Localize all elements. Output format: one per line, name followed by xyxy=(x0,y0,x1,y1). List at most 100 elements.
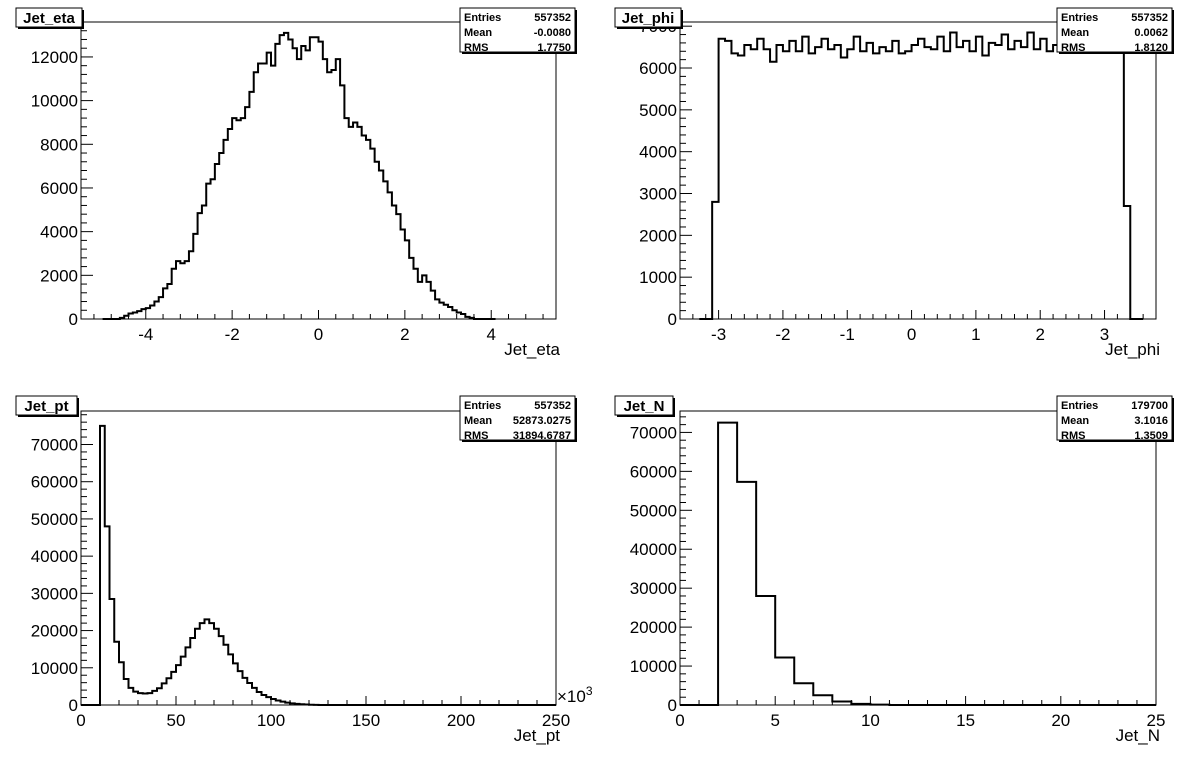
y-tick-label: 0 xyxy=(69,310,78,329)
stats-entries-label: Entries xyxy=(1061,400,1098,412)
histogram-pad-jet_n: 0 5 10 15 20 25 0 10000 20000 30000 40000 50000 6000… xyxy=(614,395,1174,745)
y-tick-label: 30000 xyxy=(630,579,677,598)
y-tick-label: 60000 xyxy=(31,473,78,492)
x-tick-label: 5 xyxy=(770,711,779,730)
y-tick-label: 60000 xyxy=(630,462,677,481)
histogram-title: Jet_pt xyxy=(24,398,68,415)
x-tick-label: 20 xyxy=(1051,711,1070,730)
stats-rms-label: RMS xyxy=(464,430,488,442)
stats-mean-value: 52873.0275 xyxy=(513,415,571,427)
stats-rms-label: RMS xyxy=(1061,430,1085,442)
stats-mean-label: Mean xyxy=(464,415,492,427)
x-tick-label: 50 xyxy=(167,711,186,730)
x-tick-label: 150 xyxy=(352,711,380,730)
y-tick-label: 2000 xyxy=(639,226,677,245)
plot-frame xyxy=(679,410,1157,706)
y-tick-label: 20000 xyxy=(31,622,78,641)
multiplier-exponent: 3 xyxy=(586,684,593,698)
x-tick-label: -2 xyxy=(775,325,790,344)
stats-rms-label: RMS xyxy=(464,42,488,54)
x-axis-label: Jet_N xyxy=(1116,726,1160,745)
y-tick-label: 6000 xyxy=(40,179,78,198)
x-axis-label: Jet_phi xyxy=(1105,340,1160,359)
stats-box xyxy=(459,395,576,441)
histogram-line xyxy=(81,424,556,706)
stats-mean-label: Mean xyxy=(1061,27,1089,39)
stats-mean-label: Mean xyxy=(464,27,492,39)
y-tick-label: 4000 xyxy=(40,223,78,242)
y-tick-label: 10000 xyxy=(630,657,677,676)
x-tick-label: 0 xyxy=(907,325,916,344)
stats-entries-value: 557352 xyxy=(534,400,571,412)
stats-entries-value: 557352 xyxy=(1131,12,1168,24)
title-box xyxy=(614,395,674,416)
y-tick-label: 2000 xyxy=(40,266,78,285)
y-tick-label: 70000 xyxy=(31,435,78,454)
x-axis-label: Jet_pt xyxy=(514,726,561,745)
y-tick-label: 0 xyxy=(69,696,78,715)
histogram-title: Jet_eta xyxy=(23,10,75,27)
x-tick-label: 1 xyxy=(971,325,980,344)
x-tick-label: 15 xyxy=(956,711,975,730)
stats-mean-label: Mean xyxy=(1061,415,1089,427)
y-tick-label: 12000 xyxy=(31,48,78,67)
stats-rms-value: 1.3509 xyxy=(1134,430,1168,442)
y-tick-label: 70000 xyxy=(630,423,677,442)
y-tick-label: 1000 xyxy=(639,268,677,287)
y-tick-label: 8000 xyxy=(40,135,78,154)
histogram-title: Jet_phi xyxy=(622,10,675,27)
x-tick-label: 0 xyxy=(314,325,323,344)
y-tick-label: 40000 xyxy=(630,540,677,559)
y-tick-label: 0 xyxy=(668,696,677,715)
x-tick-label: 10 xyxy=(861,711,880,730)
stats-box xyxy=(1056,395,1173,441)
y-tick-label: 20000 xyxy=(630,618,677,637)
x-tick-label: -1 xyxy=(840,325,855,344)
x-tick-label: 0 xyxy=(675,711,684,730)
histogram-title: Jet_N xyxy=(624,398,665,415)
stats-entries-value: 557352 xyxy=(534,12,571,24)
plot-frame xyxy=(80,21,557,320)
x-axis-label: Jet_eta xyxy=(504,340,560,359)
y-tick-label: 30000 xyxy=(31,584,78,603)
stats-entries-value: 179700 xyxy=(1131,400,1168,412)
stats-mean-value: 3.1016 xyxy=(1134,415,1168,427)
x-tick-label: 2 xyxy=(1035,325,1044,344)
title-box xyxy=(614,7,682,28)
histogram-line xyxy=(680,421,1156,706)
y-tick-label: 40000 xyxy=(31,547,78,566)
histogram-pad-jet_eta: -4 -2 0 2 4 0 2000 4000 6000 8000 10000 12000 Jet_et… xyxy=(15,7,577,359)
stats-rms-value: 1.7750 xyxy=(537,42,571,54)
multiplier-base: ×10 xyxy=(557,687,586,706)
title-box xyxy=(15,395,78,416)
x-tick-label: 0 xyxy=(76,711,85,730)
stats-mean-value: -0.0080 xyxy=(534,27,571,39)
stats-box xyxy=(1056,7,1173,53)
x-tick-label: -4 xyxy=(138,325,153,344)
y-tick-label: 10000 xyxy=(31,659,78,678)
x-tick-label: 3 xyxy=(1100,325,1109,344)
x-tick-label: 2 xyxy=(400,325,409,344)
y-tick-label: 0 xyxy=(668,310,677,329)
x-tick-label: 4 xyxy=(486,325,495,344)
stats-box xyxy=(459,7,576,53)
y-tick-label: 3000 xyxy=(639,185,677,204)
stats-entries-label: Entries xyxy=(464,400,501,412)
stats-rms-value: 31894.6787 xyxy=(513,430,571,442)
plot-frame xyxy=(80,410,557,706)
histogram-line xyxy=(699,31,1144,320)
x-tick-label: 200 xyxy=(447,711,475,730)
y-tick-label: 50000 xyxy=(630,501,677,520)
x-tick-label: -2 xyxy=(225,325,240,344)
y-tick-label: 4000 xyxy=(639,143,677,162)
stats-rms-label: RMS xyxy=(1061,42,1085,54)
histogram-pad-jet_phi: -3-2-1012301000200030004000500060007000J… xyxy=(614,7,1174,359)
y-tick-label: 10000 xyxy=(31,92,78,111)
stats-entries-label: Entries xyxy=(1061,12,1098,24)
title-box xyxy=(15,7,83,28)
stats-mean-value: 0.0062 xyxy=(1134,27,1168,39)
histogram-pad-jet_pt: 0 50 100 150 200 250 0 10000 20000 30000 40000 5000… xyxy=(15,395,593,745)
x-axis-multiplier: ×103 xyxy=(557,684,593,706)
plot-frame xyxy=(679,21,1157,320)
